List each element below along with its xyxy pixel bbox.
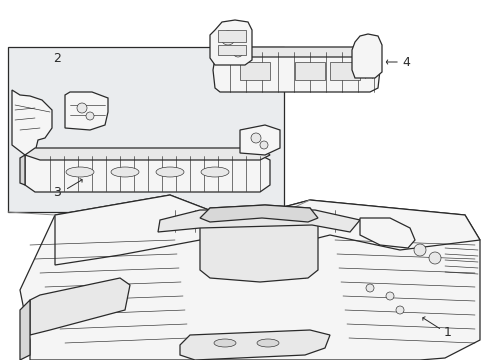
Polygon shape <box>360 218 415 248</box>
Ellipse shape <box>66 167 94 177</box>
Polygon shape <box>213 52 380 92</box>
Ellipse shape <box>214 339 236 347</box>
Polygon shape <box>180 330 330 360</box>
Bar <box>295 62 325 80</box>
Circle shape <box>386 292 394 300</box>
Text: 2: 2 <box>53 51 61 64</box>
Polygon shape <box>20 300 30 360</box>
Circle shape <box>260 141 268 149</box>
Polygon shape <box>240 125 280 155</box>
Polygon shape <box>200 205 318 282</box>
Polygon shape <box>210 20 252 65</box>
Circle shape <box>77 103 87 113</box>
Circle shape <box>221 31 235 45</box>
Bar <box>218 45 246 55</box>
Circle shape <box>396 306 404 314</box>
Circle shape <box>366 284 374 292</box>
Circle shape <box>233 47 243 57</box>
Polygon shape <box>218 47 370 57</box>
Bar <box>218 30 246 42</box>
Circle shape <box>251 133 261 143</box>
Polygon shape <box>200 205 318 222</box>
Ellipse shape <box>257 339 279 347</box>
Polygon shape <box>25 155 270 192</box>
Bar <box>330 62 360 80</box>
Polygon shape <box>55 195 480 265</box>
Circle shape <box>86 112 94 120</box>
Polygon shape <box>65 92 108 130</box>
Ellipse shape <box>156 167 184 177</box>
Polygon shape <box>20 195 480 360</box>
Bar <box>240 62 270 80</box>
Circle shape <box>414 244 426 256</box>
Circle shape <box>429 252 441 264</box>
Polygon shape <box>20 155 25 185</box>
Polygon shape <box>158 210 360 232</box>
Polygon shape <box>25 148 270 160</box>
Polygon shape <box>352 34 382 78</box>
Polygon shape <box>30 278 130 335</box>
Ellipse shape <box>111 167 139 177</box>
Text: 4: 4 <box>402 55 410 68</box>
Ellipse shape <box>201 167 229 177</box>
Polygon shape <box>8 47 284 212</box>
Text: 1: 1 <box>444 325 452 338</box>
Text: 3: 3 <box>53 185 61 198</box>
Polygon shape <box>12 90 52 155</box>
